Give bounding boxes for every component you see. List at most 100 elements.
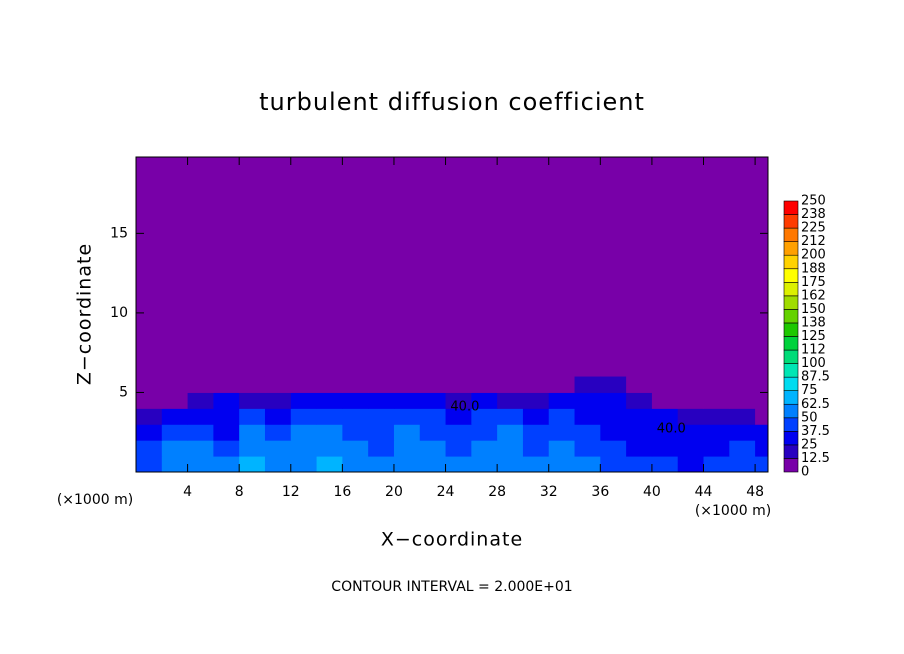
- field-cell: [522, 440, 550, 457]
- field-cell: [677, 456, 705, 472]
- field-cell: [161, 408, 189, 425]
- colorbar-box: [783, 309, 799, 324]
- x-unit-right: (×1000 m): [695, 503, 771, 519]
- field-cell: [264, 456, 292, 472]
- field-cell: [419, 376, 447, 393]
- field-cell: [136, 376, 163, 393]
- colorbar-label: 188: [801, 261, 826, 276]
- field-cell: [368, 408, 395, 425]
- footer: CONTOUR INTERVAL = 2.000E+01: [331, 579, 572, 595]
- field-cell: [368, 440, 395, 457]
- field-cell: [136, 424, 163, 441]
- field-cell: [187, 424, 214, 441]
- colorbar-label: 200: [801, 248, 826, 263]
- field-cell: [239, 440, 266, 457]
- plot-frame: [135, 156, 769, 473]
- field-cell: [626, 440, 653, 457]
- field-cell: [677, 424, 705, 441]
- colorbar-label: 150: [801, 302, 826, 317]
- x-unit-left: (×1000 m): [57, 492, 133, 508]
- colorbar-box: [783, 241, 799, 256]
- y-axis-label: Z−coordinate: [74, 243, 96, 385]
- colorbar-box: [783, 444, 799, 459]
- field-cell: [213, 440, 240, 457]
- field-cell: [342, 440, 369, 457]
- field-cell: [445, 440, 472, 457]
- field-cell: [445, 376, 472, 393]
- field-cell: [264, 440, 292, 457]
- colorbar-box: [783, 200, 799, 215]
- x-tick-label: 24: [437, 484, 455, 500]
- field-cell: [239, 456, 266, 472]
- colorbar-label: 138: [801, 315, 826, 330]
- field-cell: [574, 440, 601, 457]
- field-cell: [548, 440, 576, 457]
- field-cell: [136, 440, 163, 457]
- field-cell: [187, 440, 214, 457]
- field-cell: [419, 392, 447, 409]
- colorbar-label: 87.5: [801, 370, 830, 385]
- field-cell: [651, 424, 679, 441]
- field-cell: [600, 424, 627, 441]
- field-cell: [548, 408, 576, 425]
- field-cell: [239, 408, 266, 425]
- field-cell: [755, 376, 768, 393]
- colorbar-box: [783, 349, 799, 364]
- colorbar-box: [783, 376, 799, 391]
- colorbar-box: [783, 322, 799, 337]
- field-cell: [626, 424, 653, 441]
- field-cell: [445, 456, 472, 472]
- colorbar-label: 37.5: [801, 424, 830, 439]
- colorbar-box: [783, 458, 799, 473]
- field-cell: [264, 376, 292, 393]
- field-cell: [522, 376, 550, 393]
- colorbar-label: 62.5: [801, 397, 830, 412]
- field-cell: [393, 456, 421, 472]
- y-tick-label: 15: [110, 225, 128, 241]
- colorbar-box: [783, 431, 799, 446]
- field-cell: [213, 392, 240, 409]
- x-tick-label: 40: [643, 484, 661, 500]
- field-cell: [471, 376, 498, 393]
- field-cell: [368, 376, 395, 393]
- y-tick-label: 10: [110, 305, 128, 321]
- field-cell: [522, 456, 550, 472]
- field-cell: [729, 376, 756, 393]
- field-cell: [729, 408, 756, 425]
- field-cell: [161, 440, 189, 457]
- field-cell: [393, 376, 421, 393]
- field-cell: [316, 456, 343, 472]
- colorbar-label: 250: [801, 194, 826, 209]
- colorbar-label: 25: [801, 437, 818, 452]
- field-cell: [136, 408, 163, 425]
- field-cell: [316, 408, 343, 425]
- field-cell: [445, 392, 472, 409]
- field-cell: [290, 424, 318, 441]
- field-cell: [522, 408, 550, 425]
- field-cell: [651, 440, 679, 457]
- field-cell: [548, 456, 576, 472]
- field-cell: [290, 392, 318, 409]
- field-cell: [316, 392, 343, 409]
- chart-title: turbulent diffusion coefficient: [259, 88, 645, 116]
- field-cell: [600, 408, 627, 425]
- field-cell: [522, 392, 550, 409]
- field-cell: [755, 408, 768, 425]
- field-cell: [755, 392, 768, 409]
- field-cell: [600, 376, 627, 393]
- field-cell: [368, 392, 395, 409]
- colorbar-label: 112: [801, 343, 826, 358]
- field-cell: [651, 408, 679, 425]
- colorbar-label: 162: [801, 288, 826, 303]
- field-cell: [497, 456, 524, 472]
- field-cell: [342, 408, 369, 425]
- field-cell: [161, 376, 189, 393]
- field-cell: [755, 440, 768, 457]
- field-cell: [497, 424, 524, 441]
- field-cell: [290, 376, 318, 393]
- field-cell: [342, 376, 369, 393]
- field-cell: [264, 392, 292, 409]
- field-cell: [161, 424, 189, 441]
- field-cell: [187, 392, 214, 409]
- colorbar-label: 212: [801, 234, 826, 249]
